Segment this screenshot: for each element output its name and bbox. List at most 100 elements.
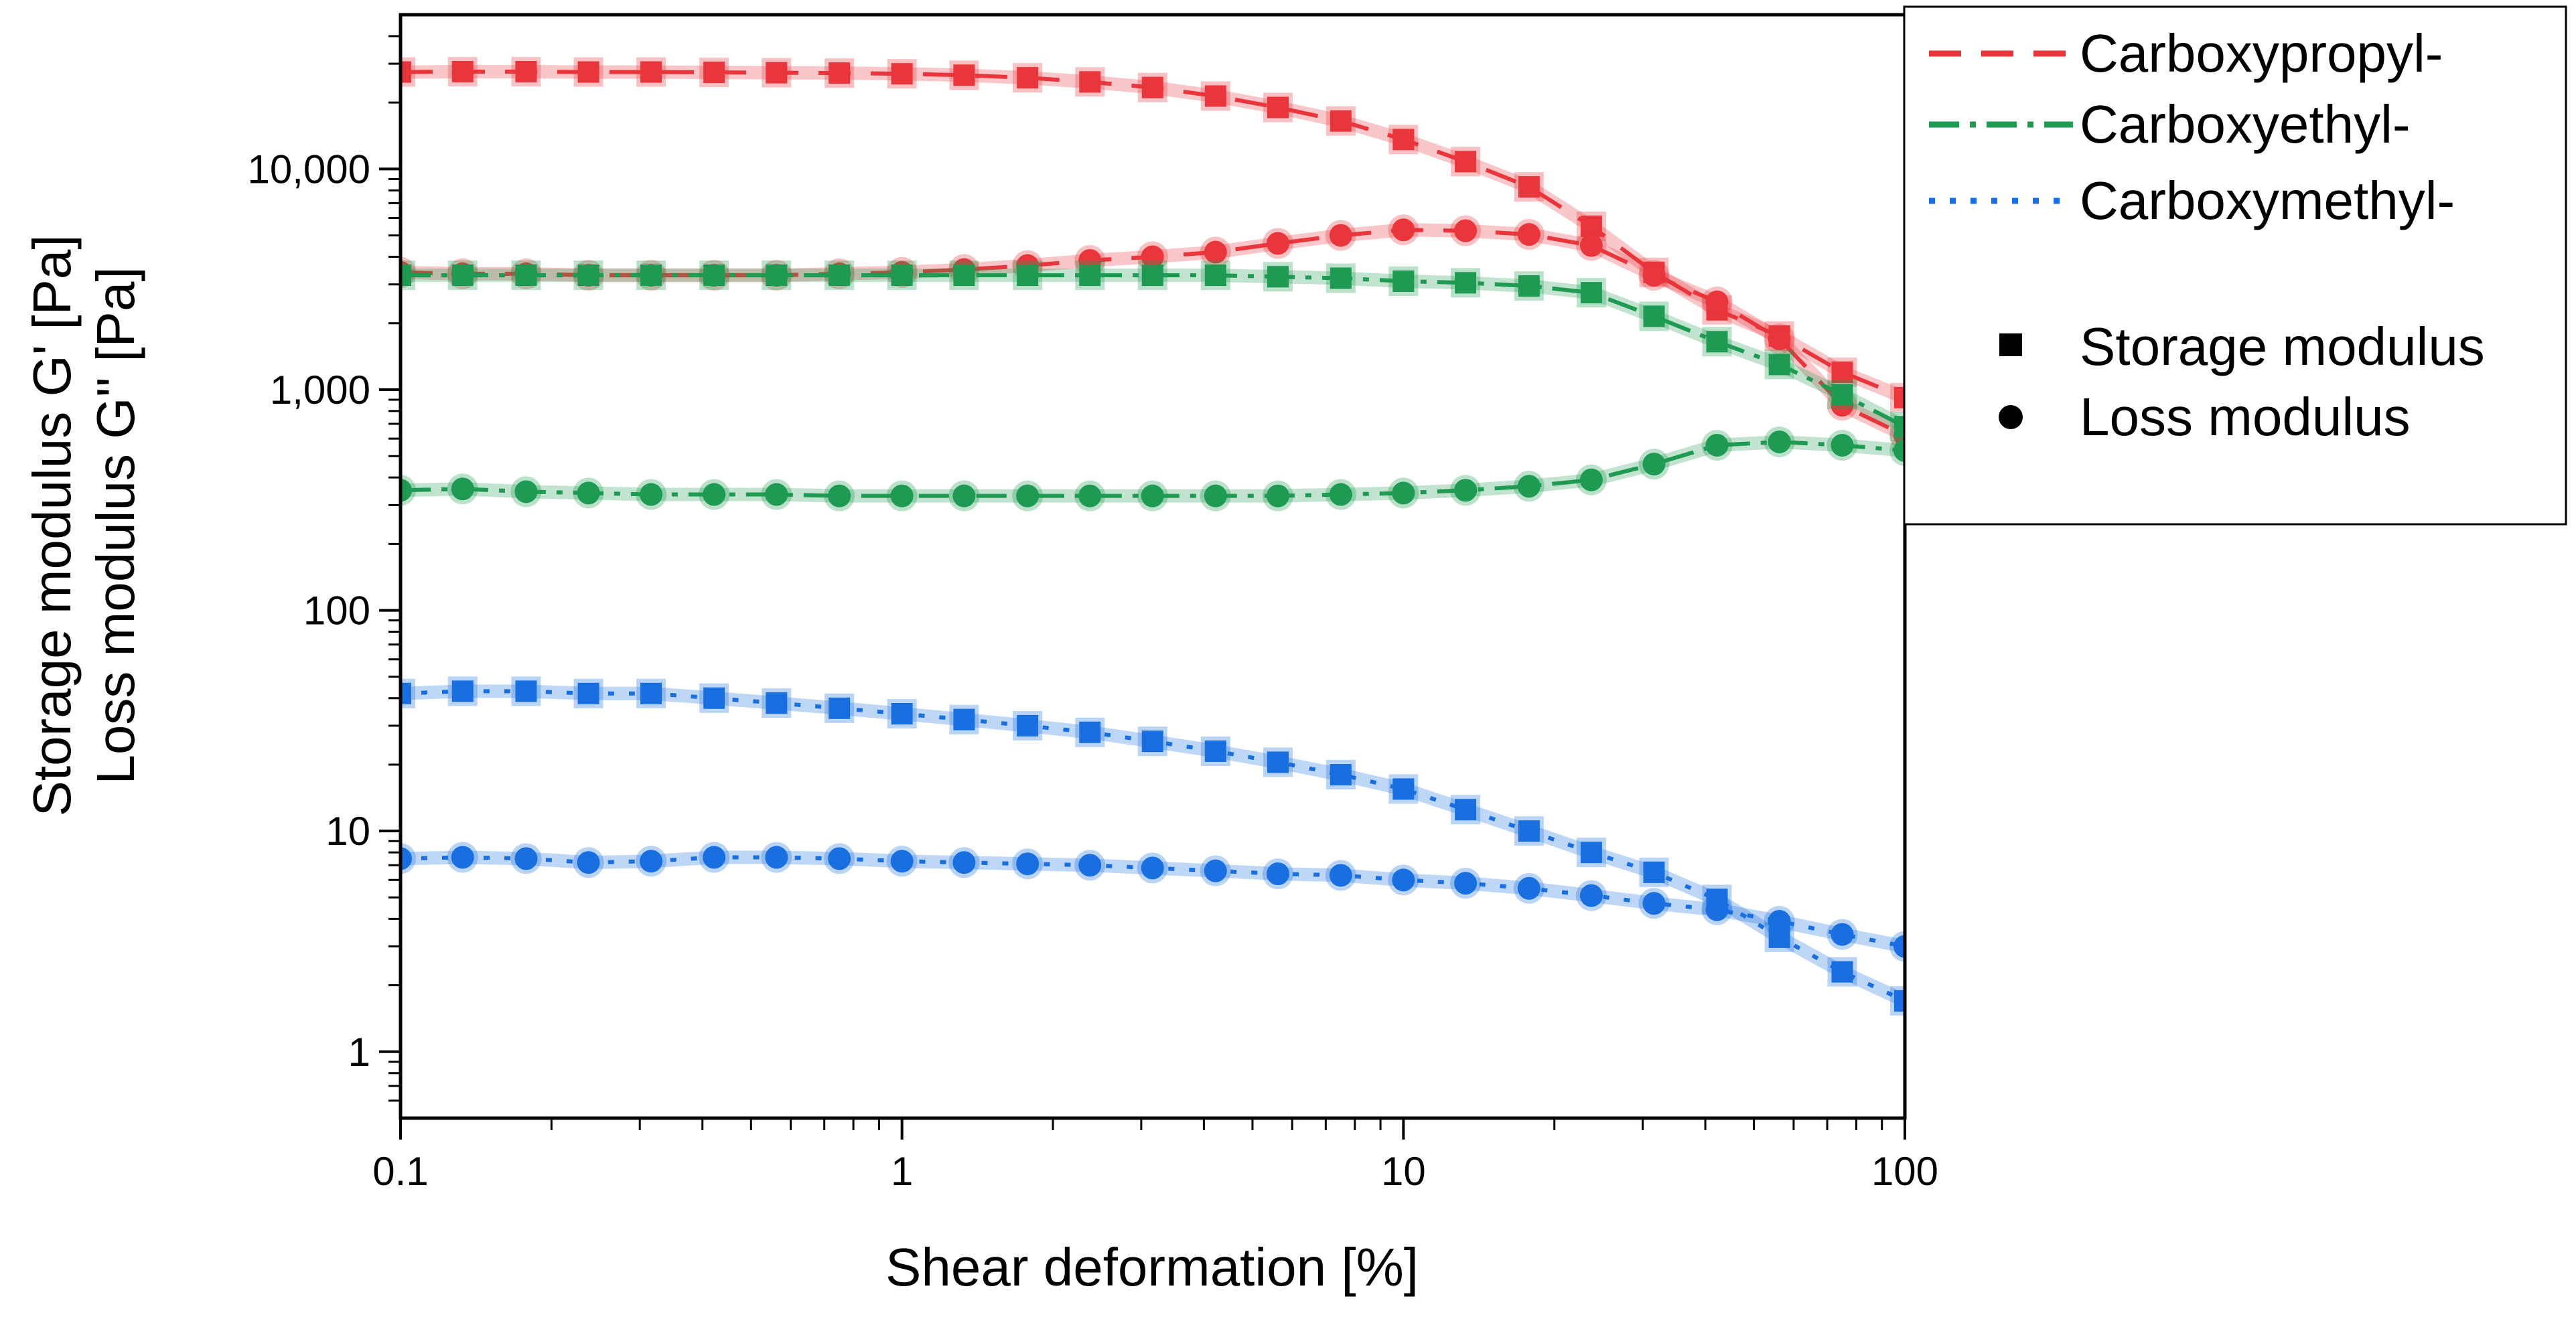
- data-point-carboxypropyl-loss-modulus-13: [1204, 240, 1227, 264]
- data-point-carboxyethyl-loss-modulus-8: [890, 484, 914, 508]
- data-point-carboxypropyl-storage-modulus-8: [891, 63, 913, 85]
- data-point-carboxyethyl-loss-modulus-17: [1454, 479, 1478, 502]
- data-point-carboxypropyl-loss-modulus-14: [1266, 232, 1289, 255]
- data-point-carboxypropyl-storage-modulus-7: [829, 62, 851, 84]
- data-point-carboxymethyl-storage-modulus-24: [1894, 990, 1905, 1012]
- data-point-carboxymethyl-loss-modulus-5: [703, 846, 726, 869]
- data-point-carboxyethyl-loss-modulus-4: [640, 483, 663, 506]
- data-point-carboxymethyl-loss-modulus-12: [1141, 856, 1164, 880]
- data-point-carboxyethyl-loss-modulus-6: [765, 483, 788, 506]
- data-point-carboxypropyl-storage-modulus-11: [1079, 71, 1101, 93]
- data-point-carboxyethyl-storage-modulus-18: [1518, 275, 1540, 297]
- x-tick-label-2: 10: [1381, 1149, 1426, 1194]
- legend-label-carboxymethyl: Carboxymethyl-: [2080, 171, 2455, 230]
- data-point-carboxymethyl-storage-modulus-6: [766, 692, 788, 714]
- legend-marker-circle: [1999, 405, 2023, 429]
- data-point-carboxyethyl-loss-modulus-21: [1705, 433, 1729, 457]
- data-point-carboxymethyl-storage-modulus-5: [703, 687, 725, 709]
- data-point-carboxymethyl-storage-modulus-0: [401, 682, 411, 704]
- data-point-carboxymethyl-loss-modulus-10: [1016, 852, 1040, 876]
- y-axis-title-line-1: Storage modulus G' [Pa]: [22, 234, 82, 816]
- legend-label-storage-modulus: Storage modulus: [2080, 317, 2485, 376]
- data-point-carboxypropyl-storage-modulus-1: [451, 61, 474, 83]
- data-point-carboxymethyl-storage-modulus-9: [953, 708, 975, 730]
- data-point-carboxymethyl-loss-modulus-15: [1329, 864, 1352, 887]
- data-point-carboxyethyl-loss-modulus-14: [1266, 484, 1289, 508]
- data-point-carboxypropyl-storage-modulus-10: [1017, 67, 1039, 89]
- data-point-carboxymethyl-storage-modulus-13: [1204, 740, 1226, 762]
- x-tick-label-3: 100: [1871, 1149, 1938, 1194]
- data-point-carboxyethyl-loss-modulus-11: [1078, 484, 1102, 508]
- data-point-carboxypropyl-storage-modulus-13: [1204, 85, 1226, 107]
- data-point-carboxyethyl-storage-modulus-6: [766, 264, 788, 287]
- y-axis-title-line-2: Loss modulus G'' [Pa]: [86, 266, 145, 784]
- data-point-carboxymethyl-storage-modulus-2: [515, 680, 537, 702]
- data-point-carboxyethyl-loss-modulus-3: [577, 481, 600, 505]
- data-point-carboxymethyl-storage-modulus-15: [1330, 764, 1352, 786]
- data-point-carboxymethyl-storage-modulus-20: [1643, 861, 1665, 883]
- data-point-carboxyethyl-storage-modulus-8: [891, 264, 913, 287]
- data-point-carboxymethyl-loss-modulus-18: [1517, 876, 1541, 900]
- data-point-carboxypropyl-loss-modulus-16: [1392, 218, 1415, 242]
- data-point-carboxyethyl-loss-modulus-1: [451, 477, 474, 501]
- legend: Carboxypropyl- Carboxyethyl- Carboxymeth…: [1903, 5, 2567, 526]
- data-point-carboxyethyl-loss-modulus-19: [1579, 468, 1603, 491]
- data-point-carboxypropyl-storage-modulus-16: [1392, 129, 1415, 151]
- data-point-carboxymethyl-storage-modulus-17: [1455, 799, 1477, 821]
- data-point-carboxypropyl-storage-modulus-4: [640, 61, 662, 83]
- y-tick-label-2: 100: [303, 589, 370, 633]
- data-point-carboxyethyl-storage-modulus-21: [1706, 331, 1728, 353]
- data-point-carboxyethyl-loss-modulus-2: [514, 480, 538, 503]
- data-point-carboxyethyl-storage-modulus-14: [1267, 266, 1289, 288]
- data-point-carboxyethyl-loss-modulus-10: [1016, 484, 1040, 508]
- series-halo-carboxyethyl-storage-modulus: [401, 268, 1905, 433]
- data-point-carboxypropyl-storage-modulus-6: [766, 62, 788, 84]
- data-point-carboxymethyl-loss-modulus-21: [1705, 898, 1729, 921]
- plot-frame: [399, 13, 1907, 1120]
- data-point-carboxypropyl-loss-modulus-17: [1454, 219, 1478, 242]
- series-halo-carboxypropyl-storage-modulus: [401, 65, 1905, 404]
- data-point-carboxyethyl-loss-modulus-20: [1642, 453, 1666, 476]
- data-point-carboxypropyl-loss-modulus-20: [1642, 264, 1666, 287]
- data-point-carboxyethyl-storage-modulus-13: [1204, 264, 1226, 287]
- data-point-carboxyethyl-storage-modulus-2: [515, 264, 537, 287]
- data-point-carboxypropyl-storage-modulus-9: [953, 64, 975, 86]
- data-point-carboxypropyl-storage-modulus-15: [1330, 110, 1352, 132]
- data-point-carboxymethyl-loss-modulus-6: [765, 846, 788, 869]
- data-point-carboxypropyl-storage-modulus-0: [401, 61, 411, 83]
- data-point-carboxymethyl-loss-modulus-19: [1579, 884, 1603, 907]
- data-point-carboxyethyl-loss-modulus-18: [1517, 475, 1541, 498]
- data-point-carboxypropyl-loss-modulus-22: [1768, 327, 1791, 351]
- data-point-carboxyethyl-loss-modulus-7: [828, 484, 851, 508]
- data-point-carboxymethyl-storage-modulus-4: [640, 682, 662, 704]
- legend-label-carboxyethyl: Carboxyethyl-: [2080, 94, 2411, 154]
- data-point-carboxymethyl-loss-modulus-20: [1642, 892, 1666, 915]
- data-point-carboxyethyl-loss-modulus-0: [401, 479, 412, 502]
- data-point-carboxymethyl-storage-modulus-23: [1831, 961, 1853, 983]
- legend-label-loss-modulus: Loss modulus: [2080, 387, 2411, 447]
- x-tick-label-1: 1: [891, 1149, 913, 1194]
- data-point-carboxyethyl-storage-modulus-16: [1392, 270, 1415, 293]
- data-point-carboxypropyl-storage-modulus-23: [1831, 361, 1853, 383]
- data-point-carboxypropyl-storage-modulus-2: [515, 61, 537, 83]
- data-point-carboxyethyl-storage-modulus-20: [1643, 305, 1665, 327]
- y-tick-label-3: 1,000: [270, 368, 370, 412]
- data-point-carboxyethyl-storage-modulus-22: [1768, 354, 1790, 376]
- data-point-carboxymethyl-loss-modulus-4: [640, 850, 663, 873]
- data-point-carboxyethyl-storage-modulus-15: [1330, 267, 1352, 289]
- data-point-carboxypropyl-storage-modulus-14: [1267, 96, 1289, 119]
- data-point-carboxymethyl-storage-modulus-11: [1079, 721, 1101, 743]
- data-point-carboxymethyl-loss-modulus-9: [952, 851, 976, 874]
- y-tick-label-1: 10: [326, 809, 370, 854]
- data-point-carboxyethyl-storage-modulus-9: [953, 264, 975, 287]
- data-point-carboxyethyl-loss-modulus-13: [1204, 484, 1227, 508]
- x-axis-title: Shear deformation [%]: [885, 1237, 1419, 1297]
- data-point-carboxyethyl-loss-modulus-24: [1893, 439, 1905, 462]
- data-point-carboxyethyl-loss-modulus-22: [1768, 430, 1791, 453]
- data-point-carboxymethyl-loss-modulus-1: [451, 846, 474, 869]
- series-line-carboxyethyl-storage-modulus: [401, 273, 1905, 429]
- data-point-carboxyethyl-storage-modulus-23: [1831, 384, 1853, 406]
- data-point-carboxymethyl-loss-modulus-13: [1204, 859, 1227, 882]
- data-point-carboxyethyl-storage-modulus-7: [829, 264, 851, 287]
- data-point-carboxymethyl-loss-modulus-23: [1831, 923, 1854, 946]
